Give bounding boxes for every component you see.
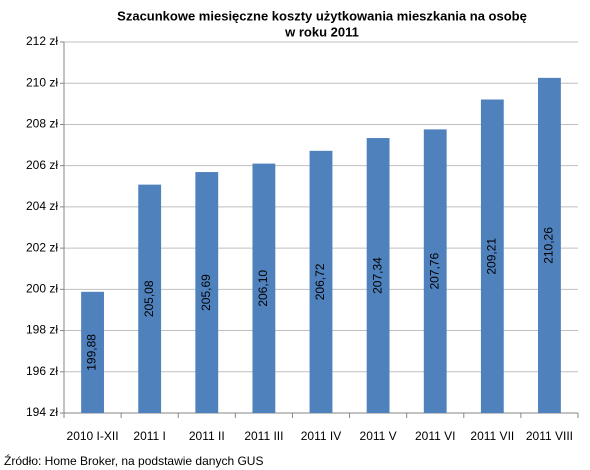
value-label: 206,72 [313,263,327,300]
x-tick-label: 2011 VI [415,429,455,443]
x-tick-label: 2011 I [133,429,165,443]
value-label: 205,69 [199,274,213,311]
value-label: 207,76 [427,253,441,290]
value-label: 205,08 [142,280,156,317]
y-tick-label: 206 zł [26,158,58,172]
y-tick-label: 202 zł [26,240,58,254]
y-tick-label: 196 zł [26,364,58,378]
y-tick-label: 200 zł [26,282,58,296]
y-tick-label: 198 zł [26,323,58,337]
y-tick-label: 194 zł [26,405,58,419]
value-label: 210,26 [542,227,556,264]
chart-title: w roku 2011 [284,24,359,39]
source-note: Źródło: Home Broker, na podstawie danych… [4,453,263,468]
value-label: 209,21 [485,238,499,275]
x-tick-label: 2011 VIII [526,429,573,443]
bar [423,129,447,413]
y-tick-label: 204 zł [26,199,58,213]
bar [252,163,276,413]
bar [138,184,162,413]
bar [309,150,333,413]
y-tick-label: 208 zł [26,117,58,131]
y-tick-label: 212 zł [26,34,58,48]
bar [538,77,561,413]
bar [195,172,219,413]
bar [366,138,390,413]
value-label: 199,88 [85,334,99,371]
x-tick-label: 2011 II [189,429,225,443]
x-tick-label: 2010 I-XII [67,429,119,443]
y-tick-label: 210 zł [26,75,58,89]
x-tick-label: 2011 III [244,429,283,443]
bar [480,99,504,413]
value-label: 207,34 [370,257,384,294]
chart-title: Szacunkowe miesięczne koszty użytkowania… [117,8,527,23]
x-tick-label: 2011 IV [301,429,341,443]
x-tick-label: 2011 VII [470,429,514,443]
bar [81,291,104,413]
x-tick-label: 2011 V [360,429,397,443]
value-label: 206,10 [256,270,270,307]
